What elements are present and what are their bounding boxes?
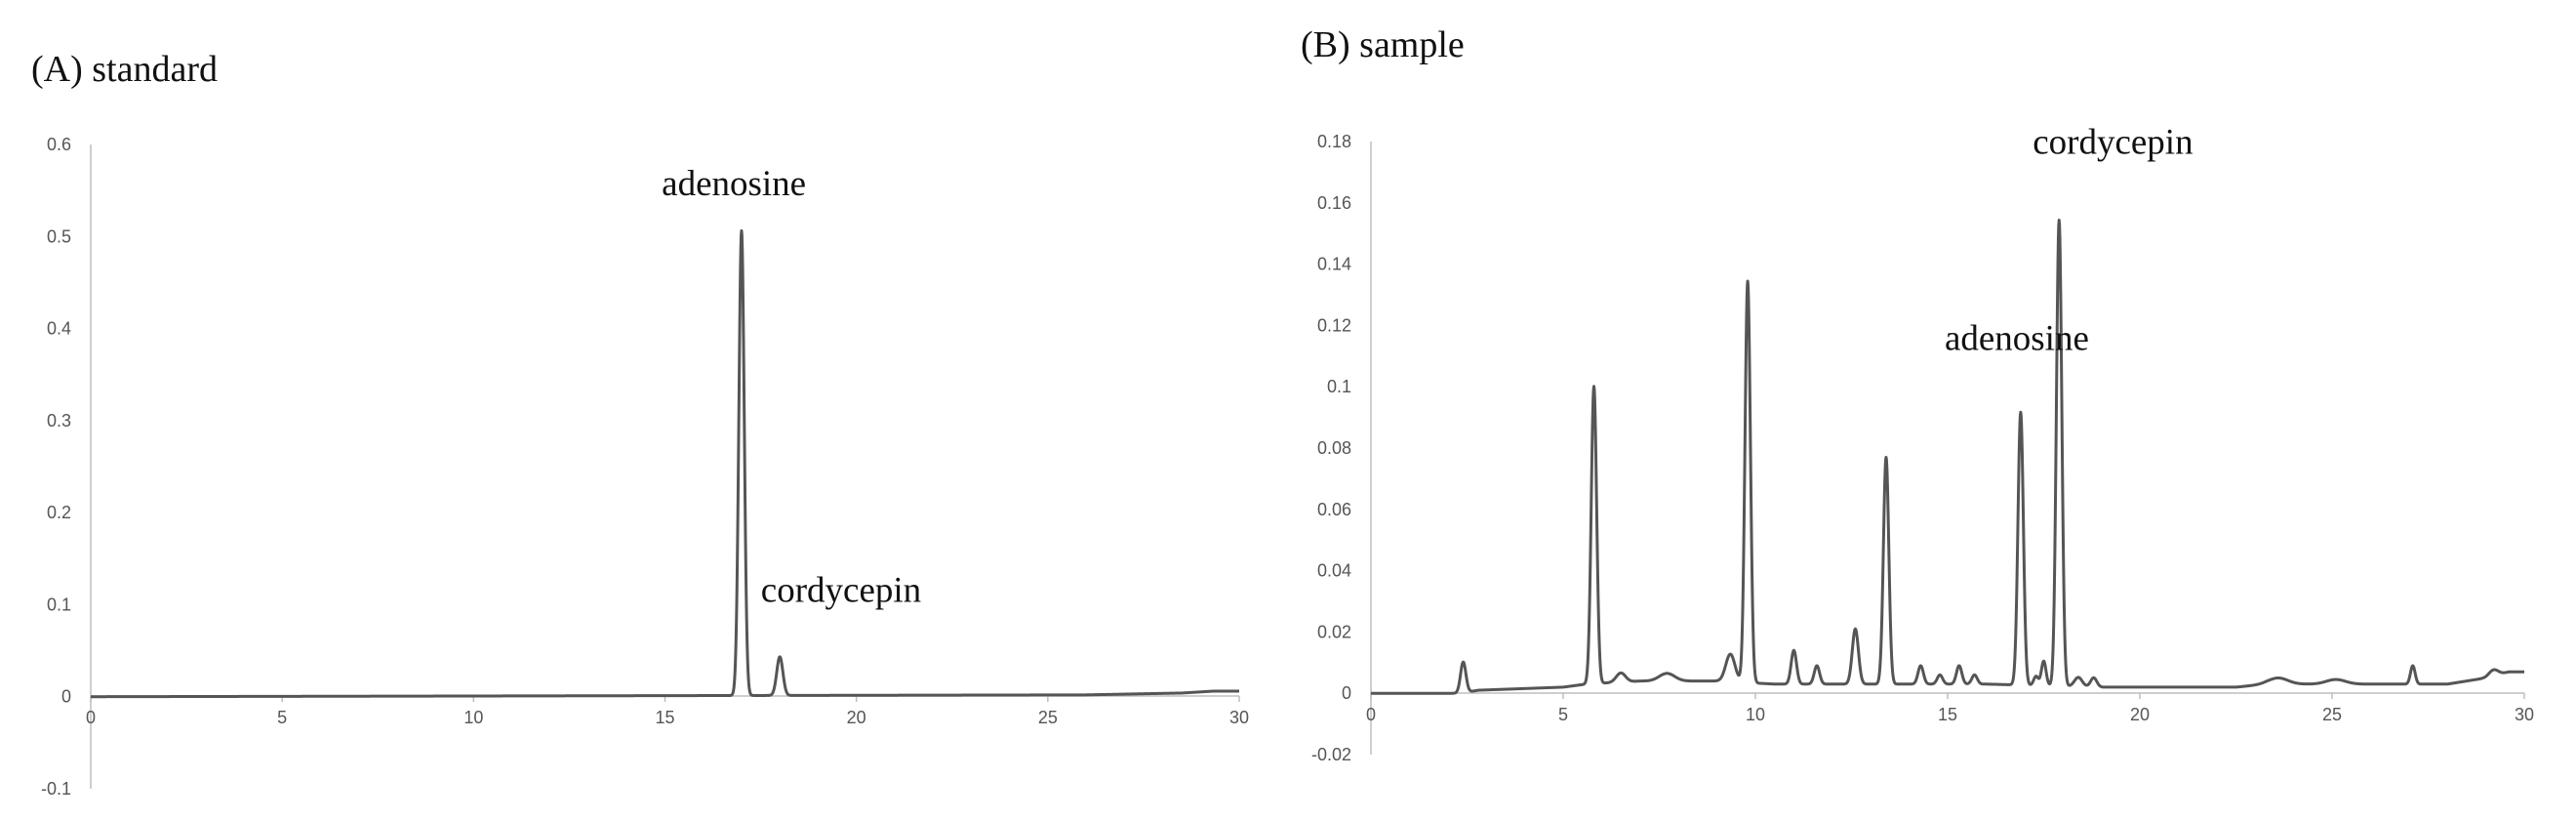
x-tick-label: 0: [86, 708, 96, 727]
series-sample: [1369, 218, 2526, 695]
peak-label-cordycepin: cordycepin: [761, 571, 921, 611]
y-tick-label: 0.18: [1317, 132, 1351, 151]
y-tick-label: 0: [61, 687, 71, 707]
x-tick-label: 10: [463, 708, 483, 727]
series-standard: [89, 228, 1241, 699]
y-tick-label: 0.5: [47, 226, 71, 246]
x-tick-label: 25: [2322, 705, 2342, 724]
y-tick-label: 0.08: [1317, 438, 1351, 458]
chromatogram-trace-standard: [89, 228, 1241, 699]
axes-sample: [1370, 142, 2525, 755]
y-tick-label: 0.1: [1327, 377, 1351, 396]
y-tick-label: 0.4: [47, 319, 71, 339]
tick-labels-standard: 0 5 10 15 20 25 30 -0.1 0 0.1 0.2 0.3 0.4 0.5 0.6: [41, 135, 1249, 799]
tick-labels-sample: 0 5 10 15 20 25 30 -0.02 0 0.02 0.04 0.06 0.08 0.1 0.1…: [1311, 132, 2534, 764]
x-tick-label: 5: [1558, 705, 1568, 724]
peak-label-cordycepin: cordycepin: [2033, 123, 2193, 163]
y-tick-label: 0.1: [47, 594, 71, 614]
y-tick-label: -0.02: [1311, 745, 1351, 764]
y-tick-label: 0.16: [1317, 193, 1351, 213]
y-tick-label: 0: [1342, 683, 1351, 703]
x-tick-label: 30: [2515, 705, 2534, 724]
chromatogram-trace-sample: [1369, 218, 2526, 695]
x-tick-label: 15: [655, 708, 674, 727]
x-tick-label: 10: [1746, 705, 1765, 724]
panel-title-sample: (B) sample: [1301, 24, 1465, 65]
chart-panel-sample: (B) sample 0 5 10 15 20 25 30 -0.02 0 0.02 0.04 0.0…: [1301, 24, 2534, 764]
x-tick-label: 30: [1229, 708, 1249, 727]
peak-label-adenosine: adenosine: [1945, 319, 2089, 359]
x-tick-label: 5: [277, 708, 287, 727]
panel-title-standard: (A) standard: [31, 49, 218, 90]
y-tick-label: 0.14: [1317, 255, 1351, 274]
x-tick-label: 15: [1938, 705, 1957, 724]
y-tick-label: 0.3: [47, 411, 71, 430]
y-tick-label: 0.04: [1317, 561, 1351, 581]
x-tick-label: 0: [1366, 705, 1376, 724]
annotations-standard: adenosine cordycepin: [662, 164, 921, 611]
annotations-sample: cordycepin adenosine: [1945, 123, 2194, 359]
x-tick-label: 25: [1038, 708, 1058, 727]
y-tick-label: 0.02: [1317, 622, 1351, 641]
y-tick-label: 0.06: [1317, 500, 1351, 519]
chart-panel-standard: (A) standard 0 5 10 15 20 25 30-0.100.10.20.30…: [31, 49, 1249, 799]
axes-standard: [90, 144, 1240, 789]
y-tick-label: -0.1: [41, 779, 71, 799]
x-tick-label: 20: [847, 708, 866, 727]
y-tick-label: 0.12: [1317, 315, 1351, 335]
peak-label-adenosine: adenosine: [662, 164, 806, 204]
y-tick-label: 0.2: [47, 503, 71, 522]
x-tick-label: 20: [2130, 705, 2150, 724]
y-tick-label: 0.6: [47, 135, 71, 154]
